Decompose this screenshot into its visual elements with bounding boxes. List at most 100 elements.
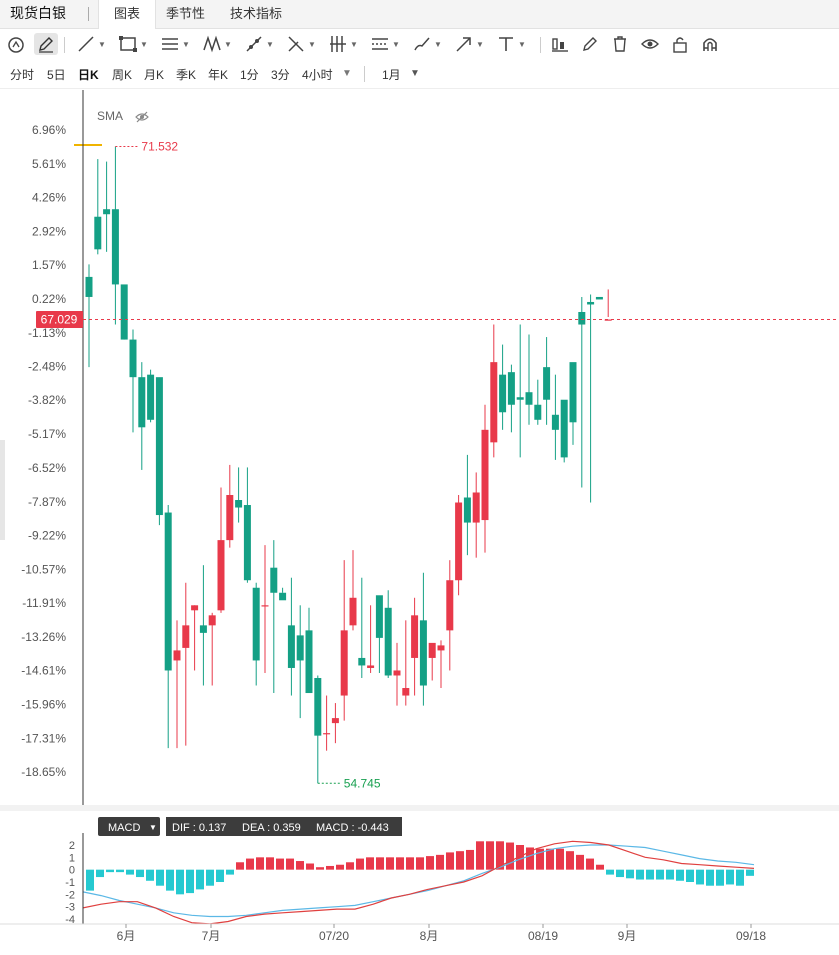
macd-histogram-bar — [166, 869, 174, 891]
candle-body — [120, 284, 128, 340]
period-week-k[interactable]: 周K — [112, 68, 133, 82]
candle-body — [419, 620, 427, 686]
period-fenshi[interactable]: 分时 — [10, 68, 35, 82]
y-tick-label: 4.26% — [32, 191, 66, 205]
candle-body — [481, 429, 489, 521]
macd-histogram-bar — [396, 857, 404, 870]
period-5day[interactable]: 5日 — [47, 68, 66, 82]
edit-icon[interactable] — [580, 33, 600, 55]
lock-icon[interactable] — [670, 33, 690, 55]
macd-dea-value: 0.359 — [273, 822, 301, 834]
candle-body — [402, 688, 410, 696]
y-tick-label: -17.31% — [21, 731, 66, 745]
candle-body — [587, 301, 595, 305]
range-selector[interactable]: 1月 — [382, 68, 401, 82]
period-day-k[interactable]: 日K — [78, 68, 99, 82]
macd-y-tick-label: 0 — [69, 865, 75, 877]
sma-visibility-icon[interactable] — [135, 111, 149, 123]
circle-cursor-icon[interactable] — [6, 33, 26, 55]
macd-histogram-bar — [336, 864, 344, 870]
y-tick-label: -6.52% — [28, 461, 66, 475]
parallel-lines-icon[interactable]: ▼ — [162, 38, 190, 50]
macd-histogram-bar — [746, 869, 754, 876]
candle-body — [208, 615, 216, 626]
macd-histogram-bar — [116, 869, 124, 873]
y-tick-label: 0.22% — [32, 292, 66, 306]
macd-histogram-bar — [146, 869, 154, 881]
x-tick-label: 09/18 — [736, 929, 766, 943]
candle-body — [543, 367, 551, 400]
candle-body — [217, 540, 225, 611]
macd-dropdown-icon[interactable]: ▼ — [149, 823, 157, 832]
x-tick-label: 7月 — [202, 929, 221, 943]
fork-icon[interactable]: ▼ — [286, 33, 316, 55]
brush-icon[interactable]: ▼ — [412, 33, 442, 55]
macd-histogram-bar — [126, 869, 134, 875]
y-tick-label: -11.91% — [22, 596, 66, 610]
tab-indicators[interactable]: 技术指标 — [230, 6, 283, 21]
candle-body — [173, 650, 181, 661]
measure-icon[interactable]: ▼ — [372, 38, 400, 50]
candle-body — [411, 615, 419, 658]
tab-seasonal[interactable]: 季节性 — [166, 6, 206, 21]
fib-levels-icon[interactable]: ▼ — [330, 36, 358, 52]
price-chart[interactable]: 6.96% 5.61% 4.26% 2.92% 1.57% 0.22% -1.13% -2.4… — [0, 90, 839, 955]
macd-histogram-bar — [196, 869, 204, 890]
macd-values-box — [166, 817, 402, 836]
macd-histogram-bar — [156, 869, 164, 886]
candle-body — [604, 319, 612, 321]
x-tick-label: 8月 — [420, 929, 439, 943]
more-periods-dropdown-icon[interactable]: ▼ — [342, 68, 352, 79]
period-quarter-k[interactable]: 季K — [176, 68, 197, 82]
period-year-k[interactable]: 年K — [208, 68, 229, 82]
candle-body — [455, 502, 463, 581]
candle-body — [340, 630, 348, 696]
magnet-icon[interactable] — [700, 33, 720, 55]
candle-body — [226, 494, 234, 541]
candle-body — [85, 276, 93, 297]
macd-selector[interactable] — [98, 817, 160, 836]
pencil-icon[interactable] — [34, 33, 58, 55]
y-tick-label: -1.13% — [28, 326, 66, 340]
macd-histogram-bar — [256, 857, 264, 870]
candle-body — [103, 209, 111, 215]
y-tick-label: -14.61% — [21, 664, 66, 678]
side-collapse-handle[interactable] — [0, 440, 5, 540]
divider — [64, 37, 65, 53]
candle-body — [490, 362, 498, 443]
macd-histogram-bar — [596, 864, 604, 870]
macd-histogram-bar — [136, 869, 144, 878]
text-icon[interactable]: ▼ — [496, 33, 526, 55]
macd-histogram-bar — [316, 867, 324, 870]
trend-line-icon[interactable]: ▼ — [76, 33, 106, 55]
macd-histogram-bar — [456, 851, 464, 870]
bar-style-icon[interactable] — [550, 33, 570, 55]
range-dropdown-icon[interactable]: ▼ — [410, 68, 420, 79]
macd-histogram-bar — [86, 869, 94, 891]
candle-body — [199, 625, 207, 633]
eye-icon[interactable] — [640, 33, 660, 55]
x-tick-label: 6月 — [117, 929, 136, 943]
y-tick-label: 1.57% — [32, 258, 66, 272]
period-month-k[interactable]: 月K — [144, 68, 165, 82]
tab-chart[interactable]: 图表 — [98, 0, 156, 29]
candle-body — [578, 311, 586, 325]
current-price-value: 67.029 — [41, 313, 78, 327]
zigzag-icon[interactable]: ▼ — [202, 33, 232, 55]
arrow-icon[interactable]: ▼ — [454, 33, 484, 55]
period-4hour[interactable]: 4小时 — [302, 68, 333, 82]
macd-histogram-bar — [226, 869, 234, 875]
drawing-toolbar: ▼ ▼ ▼ ▼ ▼ ▼ ▼ ▼ ▼ ▼ ▼ — [0, 29, 839, 59]
trash-icon[interactable] — [610, 33, 630, 55]
macd-histogram-bar — [476, 841, 484, 870]
macd-histogram-bar — [666, 869, 674, 880]
ray-icon[interactable]: ▼ — [244, 33, 274, 55]
macd-histogram-bar — [526, 847, 534, 870]
period-3min[interactable]: 3分 — [271, 68, 290, 82]
x-tick-label: 9月 — [618, 929, 637, 943]
period-1min[interactable]: 1分 — [240, 68, 259, 82]
macd-histogram-bar — [516, 845, 524, 870]
low-marker-label: 54.745 — [344, 776, 381, 790]
macd-dif-value: 0.137 — [199, 822, 227, 834]
rectangle-icon[interactable]: ▼ — [118, 33, 148, 55]
